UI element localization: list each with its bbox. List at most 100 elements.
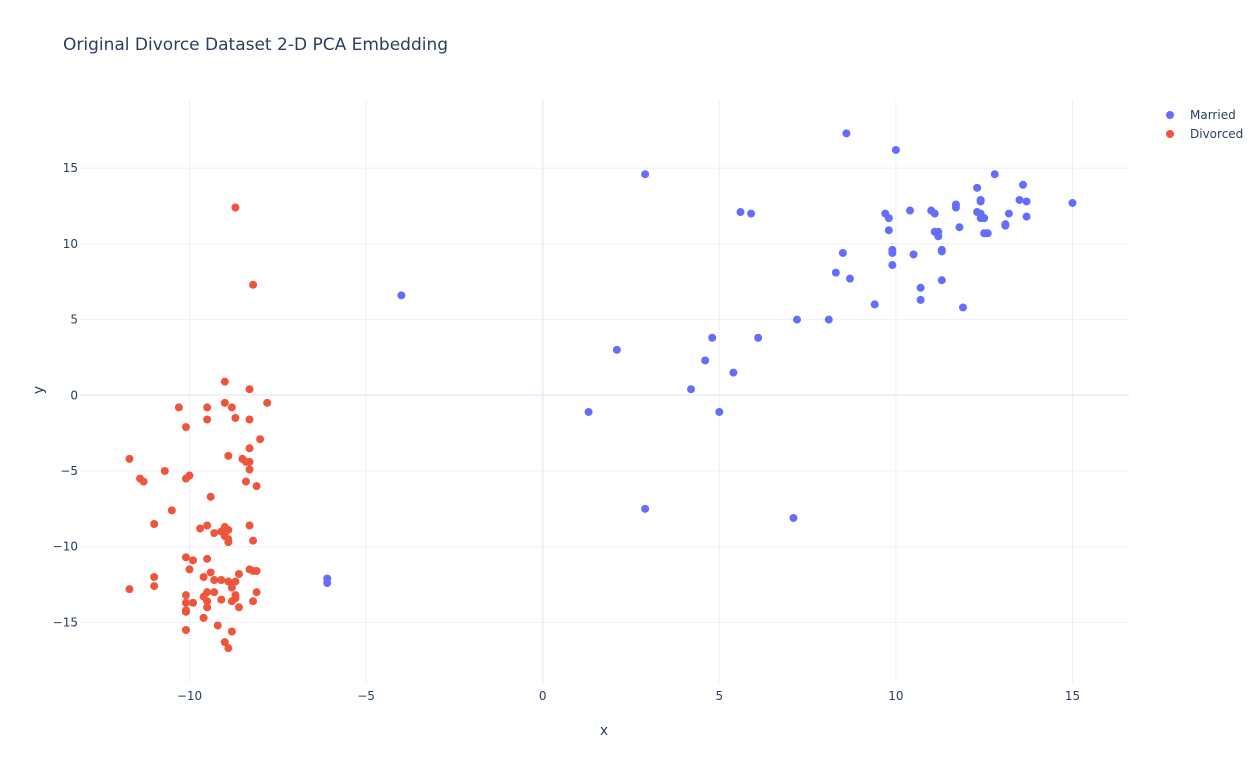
data-point-married[interactable] bbox=[323, 579, 332, 588]
data-point-married[interactable] bbox=[951, 203, 960, 212]
data-point-divorced[interactable] bbox=[252, 482, 261, 491]
legend-item-divorced[interactable]: Divorced bbox=[1166, 127, 1243, 141]
data-point-married[interactable] bbox=[792, 315, 801, 324]
data-point-married[interactable] bbox=[973, 183, 982, 192]
data-point-married[interactable] bbox=[980, 214, 989, 223]
data-point-married[interactable] bbox=[1022, 212, 1031, 221]
data-point-divorced[interactable] bbox=[224, 644, 233, 653]
data-point-divorced[interactable] bbox=[210, 588, 219, 597]
data-point-divorced[interactable] bbox=[220, 638, 229, 647]
data-point-divorced[interactable] bbox=[206, 568, 215, 577]
data-point-married[interactable] bbox=[990, 170, 999, 179]
data-point-married[interactable] bbox=[584, 407, 593, 416]
data-point-married[interactable] bbox=[1001, 220, 1010, 229]
data-point-divorced[interactable] bbox=[199, 573, 208, 581]
data-point-divorced[interactable] bbox=[206, 492, 215, 501]
data-point-divorced[interactable] bbox=[227, 583, 236, 592]
data-point-married[interactable] bbox=[838, 248, 847, 257]
data-point-married[interactable] bbox=[884, 226, 893, 235]
data-point-divorced[interactable] bbox=[227, 403, 236, 412]
data-point-married[interactable] bbox=[641, 504, 650, 513]
data-point-married[interactable] bbox=[708, 333, 717, 342]
data-point-married[interactable] bbox=[736, 208, 745, 217]
data-point-married[interactable] bbox=[909, 250, 918, 259]
data-point-divorced[interactable] bbox=[181, 626, 190, 634]
data-point-married[interactable] bbox=[1004, 209, 1013, 218]
data-point-married[interactable] bbox=[747, 209, 756, 218]
data-point-married[interactable] bbox=[976, 197, 985, 206]
data-point-married[interactable] bbox=[958, 303, 967, 312]
data-point-married[interactable] bbox=[983, 229, 992, 238]
data-point-divorced[interactable] bbox=[224, 526, 233, 535]
data-point-married[interactable] bbox=[1015, 195, 1024, 204]
data-point-divorced[interactable] bbox=[210, 529, 219, 538]
data-point-divorced[interactable] bbox=[199, 613, 208, 622]
data-point-divorced[interactable] bbox=[174, 403, 183, 412]
data-point-divorced[interactable] bbox=[231, 577, 240, 586]
data-point-divorced[interactable] bbox=[231, 414, 240, 422]
data-point-divorced[interactable] bbox=[203, 521, 212, 530]
data-point-divorced[interactable] bbox=[252, 588, 261, 597]
data-point-married[interactable] bbox=[1019, 180, 1028, 189]
data-point-married[interactable] bbox=[937, 247, 946, 256]
data-point-married[interactable] bbox=[397, 291, 406, 300]
data-point-divorced[interactable] bbox=[245, 385, 254, 394]
data-point-married[interactable] bbox=[824, 315, 833, 324]
data-point-divorced[interactable] bbox=[210, 576, 219, 585]
data-points[interactable] bbox=[125, 129, 1077, 653]
data-point-married[interactable] bbox=[937, 276, 946, 285]
data-point-married[interactable] bbox=[641, 170, 650, 179]
data-point-divorced[interactable] bbox=[245, 457, 254, 466]
data-point-divorced[interactable] bbox=[189, 556, 198, 565]
data-point-married[interactable] bbox=[870, 300, 879, 309]
data-point-divorced[interactable] bbox=[139, 477, 148, 486]
data-point-divorced[interactable] bbox=[203, 597, 212, 606]
data-point-married[interactable] bbox=[955, 223, 964, 232]
legend[interactable]: Married Divorced bbox=[1166, 108, 1243, 141]
data-point-divorced[interactable] bbox=[227, 627, 236, 636]
data-point-married[interactable] bbox=[789, 513, 798, 522]
data-point-divorced[interactable] bbox=[252, 566, 261, 575]
data-point-divorced[interactable] bbox=[245, 521, 254, 530]
data-point-divorced[interactable] bbox=[217, 595, 226, 604]
data-point-divorced[interactable] bbox=[203, 403, 212, 412]
data-point-divorced[interactable] bbox=[234, 603, 243, 612]
data-point-married[interactable] bbox=[916, 295, 925, 304]
data-point-married[interactable] bbox=[1068, 198, 1077, 207]
data-point-divorced[interactable] bbox=[249, 597, 258, 606]
data-point-divorced[interactable] bbox=[245, 444, 254, 453]
data-point-divorced[interactable] bbox=[203, 603, 212, 612]
data-point-divorced[interactable] bbox=[249, 536, 258, 545]
data-point-divorced[interactable] bbox=[125, 454, 134, 463]
data-point-divorced[interactable] bbox=[160, 467, 169, 475]
data-point-divorced[interactable] bbox=[249, 280, 258, 289]
data-point-married[interactable] bbox=[1022, 197, 1031, 206]
data-point-divorced[interactable] bbox=[220, 398, 229, 407]
data-point-married[interactable] bbox=[888, 261, 897, 270]
data-point-divorced[interactable] bbox=[263, 398, 272, 407]
data-point-divorced[interactable] bbox=[189, 598, 198, 607]
data-point-divorced[interactable] bbox=[245, 415, 254, 424]
data-point-divorced[interactable] bbox=[227, 597, 236, 606]
data-point-married[interactable] bbox=[612, 345, 621, 354]
data-point-married[interactable] bbox=[906, 206, 915, 215]
data-point-married[interactable] bbox=[888, 248, 897, 257]
data-point-divorced[interactable] bbox=[203, 415, 212, 424]
data-point-divorced[interactable] bbox=[224, 577, 233, 586]
data-point-divorced[interactable] bbox=[167, 506, 176, 515]
data-point-divorced[interactable] bbox=[181, 553, 190, 562]
data-point-married[interactable] bbox=[934, 232, 943, 241]
data-point-married[interactable] bbox=[687, 385, 696, 394]
data-point-divorced[interactable] bbox=[150, 520, 159, 528]
data-point-divorced[interactable] bbox=[181, 423, 190, 432]
data-point-divorced[interactable] bbox=[242, 477, 251, 486]
data-point-divorced[interactable] bbox=[150, 582, 159, 591]
data-point-married[interactable] bbox=[831, 268, 840, 277]
data-point-divorced[interactable] bbox=[181, 591, 190, 600]
data-point-married[interactable] bbox=[754, 333, 763, 342]
data-point-married[interactable] bbox=[930, 209, 939, 218]
data-point-married[interactable] bbox=[845, 274, 854, 283]
data-point-married[interactable] bbox=[884, 214, 893, 223]
data-point-divorced[interactable] bbox=[150, 573, 159, 581]
data-point-divorced[interactable] bbox=[196, 524, 205, 533]
